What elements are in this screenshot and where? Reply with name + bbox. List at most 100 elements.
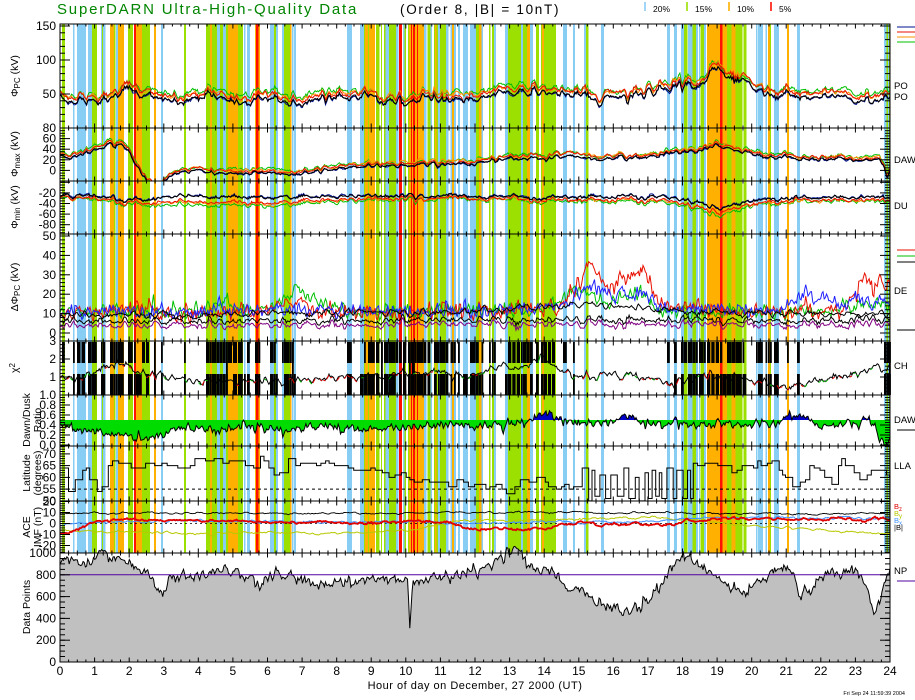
svg-text:Φmax (kV): Φmax (kV) xyxy=(9,131,22,177)
svg-text:Ratio: Ratio xyxy=(32,408,44,433)
svg-text:LLA: LLA xyxy=(894,461,912,472)
svg-text:NP: NP xyxy=(894,566,907,577)
svg-text:2: 2 xyxy=(49,352,56,366)
svg-text:0: 0 xyxy=(49,517,56,531)
svg-text:0: 0 xyxy=(49,655,56,669)
svg-text:40: 40 xyxy=(43,142,57,156)
svg-text:Fri Sep 24 11:59:39 2004: Fri Sep 24 11:59:39 2004 xyxy=(843,691,905,697)
svg-text:PO: PO xyxy=(894,81,908,92)
svg-text:6: 6 xyxy=(264,664,271,678)
svg-text:Bx: Bx xyxy=(894,516,902,527)
svg-text:DU: DU xyxy=(894,201,908,212)
svg-text:3: 3 xyxy=(160,664,167,678)
svg-text:55: 55 xyxy=(43,482,57,496)
svg-text:0.2: 0.2 xyxy=(39,428,56,442)
svg-text:DAW: DAW xyxy=(894,415,915,426)
svg-text:0: 0 xyxy=(49,163,56,177)
svg-text:3: 3 xyxy=(49,334,56,348)
svg-text:400: 400 xyxy=(36,611,56,625)
svg-text:200: 200 xyxy=(36,633,56,647)
svg-text:0: 0 xyxy=(57,664,64,678)
svg-text:Hour of day on December, 27 20: Hour of day on December, 27 2000 (UT) xyxy=(368,680,583,692)
svg-text:100: 100 xyxy=(36,53,56,67)
svg-text:20: 20 xyxy=(745,664,759,678)
svg-text:1000: 1000 xyxy=(29,546,56,560)
svg-text:DAW: DAW xyxy=(894,155,915,166)
svg-text:60: 60 xyxy=(43,470,57,484)
svg-text:0.8: 0.8 xyxy=(39,398,56,412)
svg-text:-10: -10 xyxy=(39,528,57,542)
svg-text:10: 10 xyxy=(399,664,413,678)
svg-text:9: 9 xyxy=(368,664,375,678)
svg-text:1: 1 xyxy=(91,664,98,678)
svg-text:ΔΦPC (kV): ΔΦPC (kV) xyxy=(9,263,22,312)
svg-text:χ2: χ2 xyxy=(8,362,21,373)
svg-text:-20: -20 xyxy=(39,539,57,553)
svg-text:-60: -60 xyxy=(39,207,57,221)
svg-text:Latitude: Latitude xyxy=(21,454,33,492)
svg-text:-80: -80 xyxy=(39,218,57,232)
svg-text:ACE: ACE xyxy=(21,516,33,538)
svg-text:20: 20 xyxy=(43,287,57,301)
svg-text:(Order 8, |B| = 10nT): (Order 8, |B| = 10nT) xyxy=(400,2,560,17)
svg-text:150: 150 xyxy=(36,19,56,33)
svg-text:7: 7 xyxy=(299,664,306,678)
svg-text:5%: 5% xyxy=(779,4,792,14)
svg-text:16: 16 xyxy=(607,664,621,678)
svg-text:30: 30 xyxy=(43,268,57,282)
svg-text:20: 20 xyxy=(43,495,57,509)
svg-text:12: 12 xyxy=(468,664,482,678)
svg-text:21: 21 xyxy=(780,664,794,678)
svg-text:800: 800 xyxy=(36,568,56,582)
svg-text:-20: -20 xyxy=(39,186,57,200)
svg-text:1.0: 1.0 xyxy=(39,388,56,402)
svg-text:Bz: Bz xyxy=(894,502,902,513)
svg-text:15%: 15% xyxy=(695,4,712,14)
svg-text:80: 80 xyxy=(43,121,57,135)
svg-text:4: 4 xyxy=(195,664,202,678)
svg-text:|B|: |B| xyxy=(894,523,903,532)
svg-text:10%: 10% xyxy=(737,4,754,14)
svg-text:SuperDARN Ultra-High-Quality D: SuperDARN Ultra-High-Quality Data xyxy=(57,1,358,18)
svg-text:60: 60 xyxy=(43,132,57,146)
svg-text:0.0: 0.0 xyxy=(39,438,56,452)
svg-text:70: 70 xyxy=(43,447,57,461)
svg-text:PO: PO xyxy=(894,92,908,103)
svg-text:17: 17 xyxy=(641,664,655,678)
svg-text:50: 50 xyxy=(43,87,57,101)
svg-text:Φmin (kV): Φmin (kV) xyxy=(9,185,22,228)
svg-text:IMF (nT): IMF (nT) xyxy=(32,507,44,547)
svg-text:Data Points: Data Points xyxy=(21,580,33,634)
svg-text:10: 10 xyxy=(43,307,57,321)
svg-text:23: 23 xyxy=(849,664,863,678)
svg-text:18: 18 xyxy=(676,664,690,678)
svg-text:5: 5 xyxy=(230,664,237,678)
svg-text:22: 22 xyxy=(814,664,828,678)
svg-text:50: 50 xyxy=(43,229,57,243)
svg-text:ΦPC (kV): ΦPC (kV) xyxy=(9,55,22,97)
svg-text:CH: CH xyxy=(894,361,908,372)
svg-text:Dawn/Dusk: Dawn/Dusk xyxy=(21,392,33,446)
svg-text:(degrees): (degrees) xyxy=(32,451,44,496)
svg-text:13: 13 xyxy=(503,664,517,678)
svg-text:10: 10 xyxy=(43,506,57,520)
svg-text:24: 24 xyxy=(883,664,897,678)
svg-text:0.6: 0.6 xyxy=(39,408,56,422)
svg-text:19: 19 xyxy=(710,664,724,678)
svg-text:600: 600 xyxy=(36,590,56,604)
svg-text:15: 15 xyxy=(572,664,586,678)
svg-text:-40: -40 xyxy=(39,197,57,211)
svg-text:1: 1 xyxy=(49,370,56,384)
svg-text:20: 20 xyxy=(43,153,57,167)
svg-text:2: 2 xyxy=(126,664,133,678)
svg-text:8: 8 xyxy=(333,664,340,678)
svg-text:20%: 20% xyxy=(653,4,670,14)
svg-text:DE: DE xyxy=(894,286,907,297)
svg-text:65: 65 xyxy=(43,459,57,473)
svg-text:11: 11 xyxy=(434,664,447,678)
svg-text:14: 14 xyxy=(538,664,552,678)
svg-text:50: 50 xyxy=(43,494,57,508)
svg-text:40: 40 xyxy=(43,248,57,262)
svg-text:By: By xyxy=(894,509,902,520)
svg-text:0: 0 xyxy=(49,326,56,340)
